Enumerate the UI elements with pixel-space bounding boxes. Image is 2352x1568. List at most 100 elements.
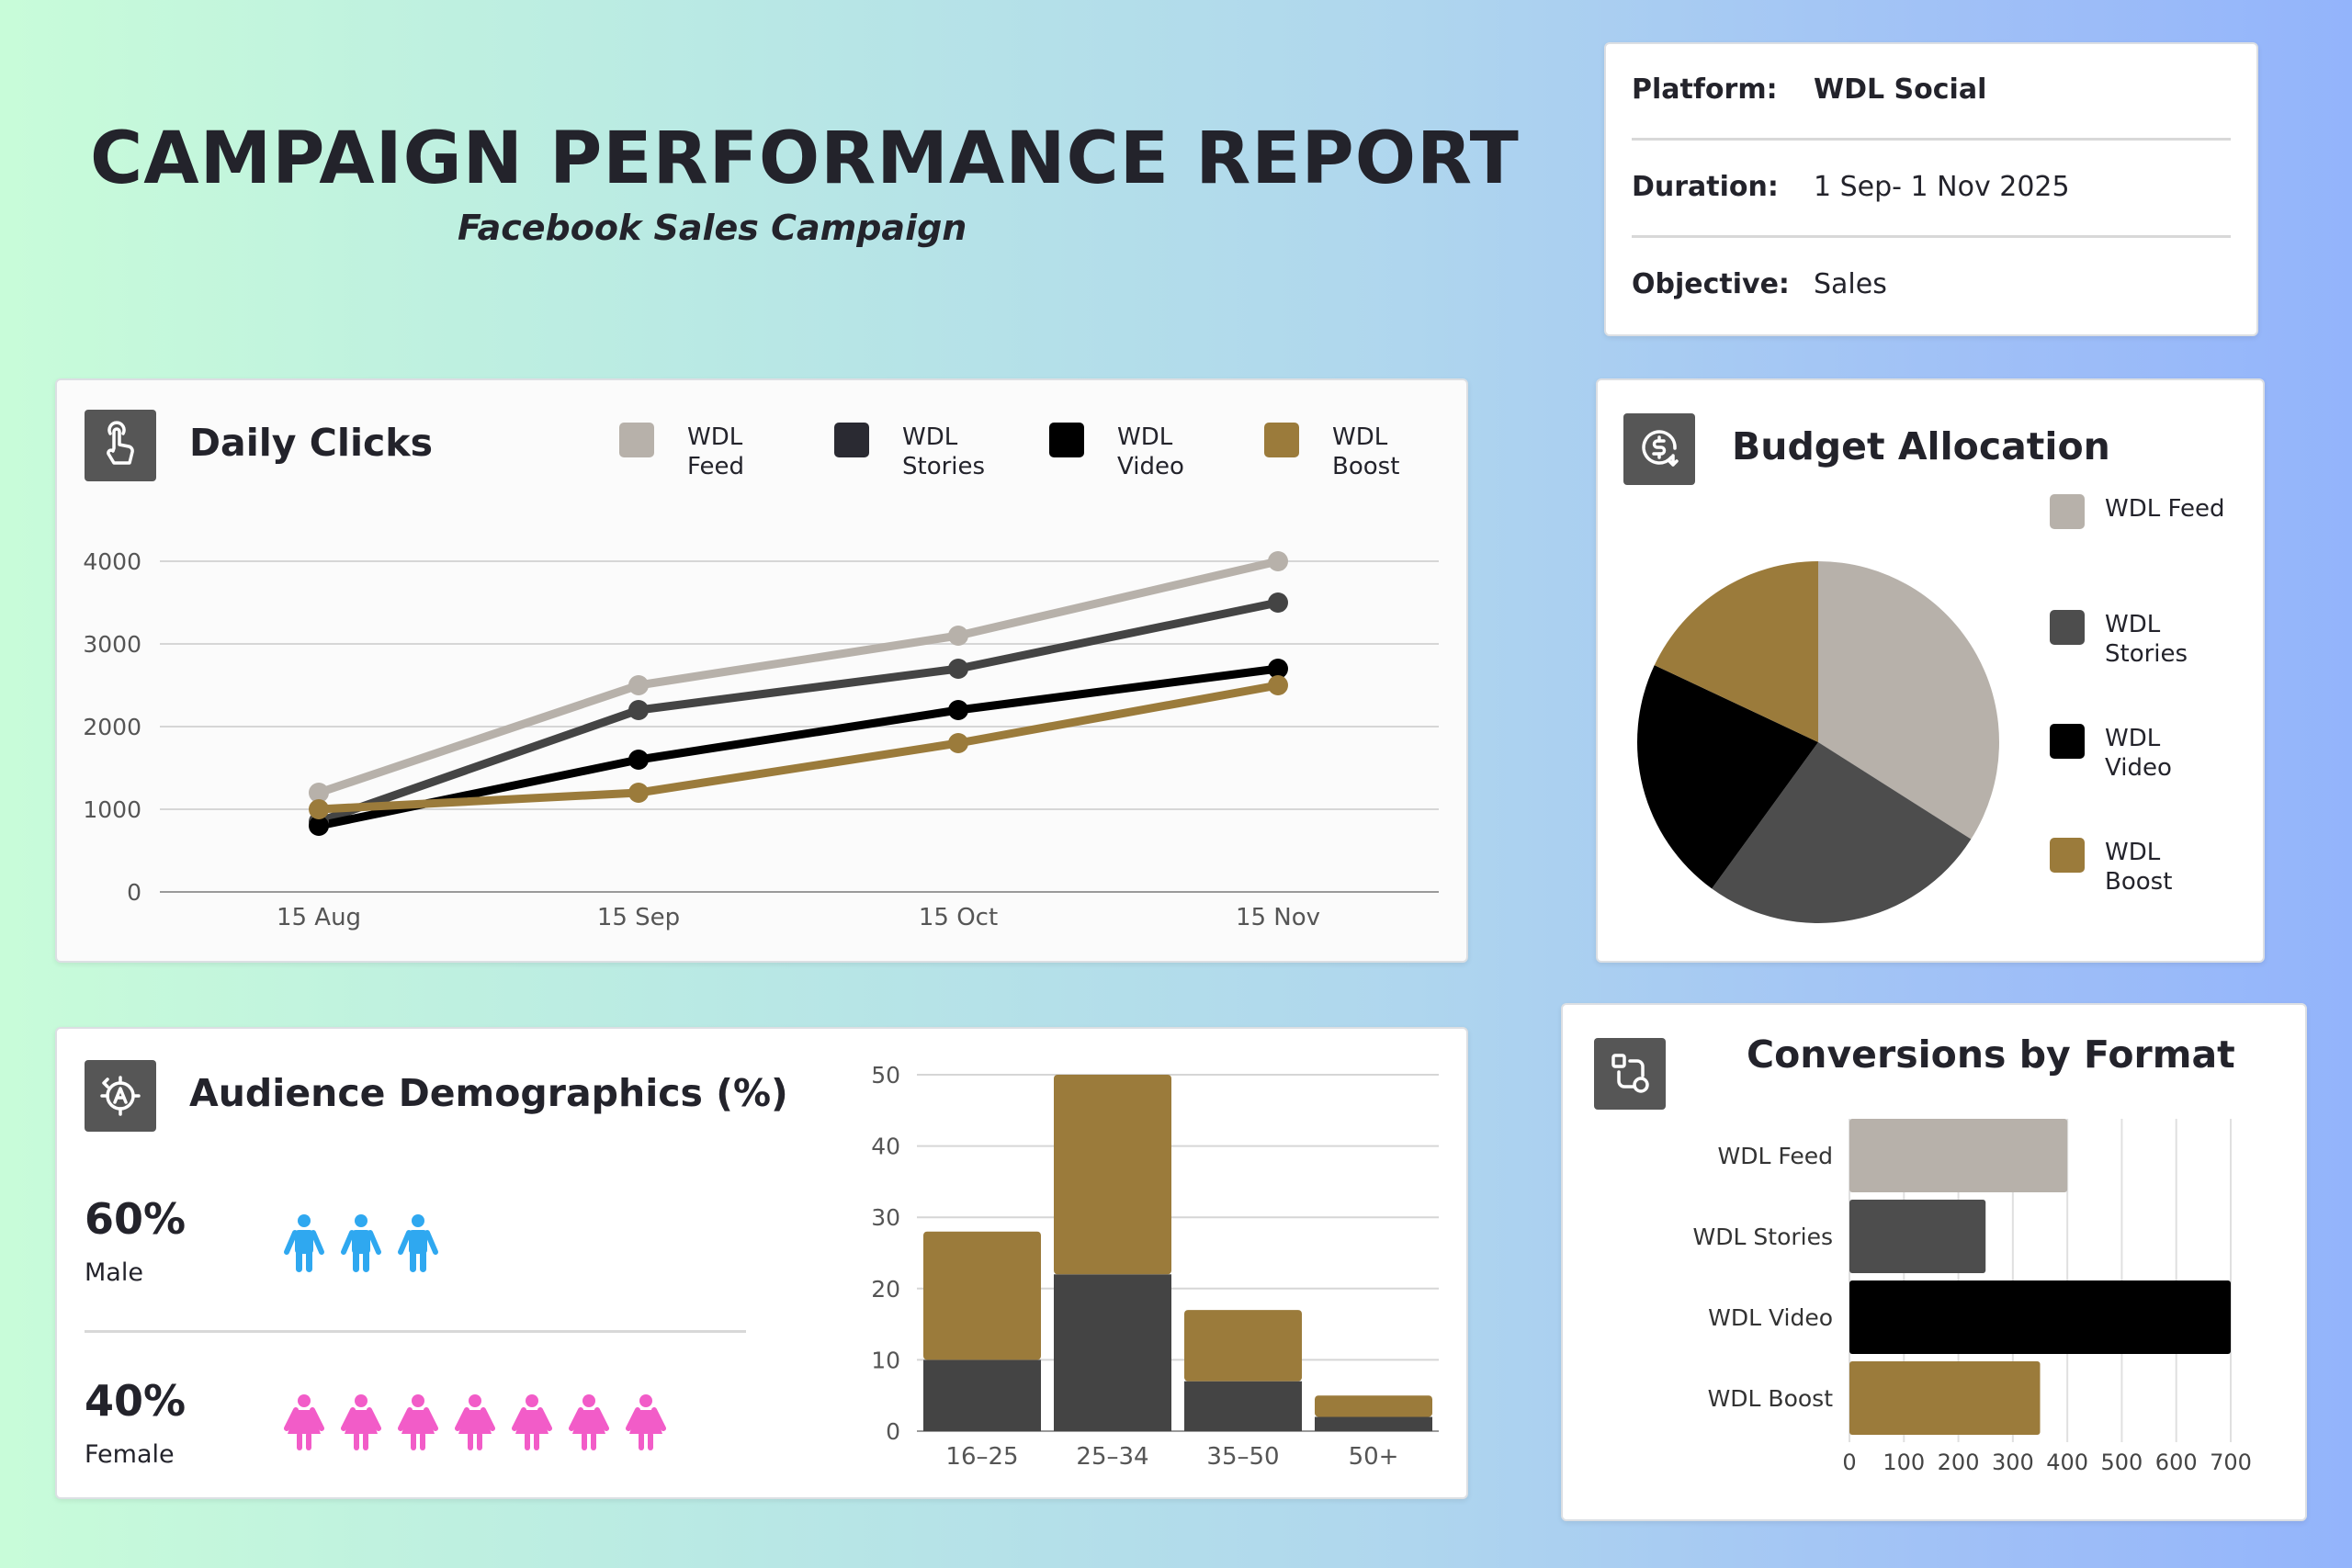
data-point-wdl-feed — [1268, 551, 1288, 571]
x-tick-label: 50+ — [1349, 1443, 1399, 1471]
conversions-bar-chart: 0 100 200 300 400 500 600 700 WDL Feed WDL Storie… — [1693, 1119, 2252, 1475]
data-point-wdl-boost — [1268, 675, 1288, 695]
pie-slice-wdl-boost — [1654, 561, 1818, 742]
legend-label: WDL Stories — [2105, 611, 2188, 668]
platform-label: Platform: — [1632, 73, 1778, 106]
pie-slice-wdl-feed — [1818, 561, 1999, 840]
data-point-wdl-stories — [628, 700, 649, 720]
x-tick-label: 700 — [2210, 1450, 2252, 1475]
audience-icon — [85, 1060, 156, 1132]
data-point-wdl-stories — [1268, 592, 1288, 613]
data-point-wdl-boost — [948, 733, 968, 753]
series-line-wdl-stories — [317, 598, 1279, 826]
bar-wdl-video — [1849, 1280, 2231, 1354]
bar-top-16-25 — [923, 1231, 1041, 1360]
series-line-wdl-feed — [317, 557, 1280, 797]
legend-label: WDL Feed — [2105, 495, 2225, 523]
y-tick-label: WDL Feed — [1718, 1143, 1834, 1169]
pie-slice-wdl-stories — [1712, 742, 1972, 923]
bar-wdl-boost — [1849, 1361, 2041, 1435]
daily-clicks-title: Daily Clicks — [189, 421, 433, 465]
x-tick-label: 25–34 — [1076, 1443, 1148, 1471]
budget-legend-wdl-video: WDL Video — [2050, 724, 2172, 783]
clicks-legend-wdl-video: WDL Video — [1049, 423, 1184, 481]
x-tick-label: 15 Sep — [597, 904, 680, 931]
x-tick-label: 15 Oct — [919, 904, 998, 931]
female-person-icon — [395, 1380, 441, 1472]
data-point-wdl-feed — [948, 626, 968, 646]
report-subtitle: Facebook Sales Campaign — [458, 208, 967, 248]
legend-swatch — [2050, 610, 2085, 645]
y-tick-label: 0 — [886, 1418, 900, 1445]
demographics-card: Audience Demographics (%) 60% Male 40% F… — [55, 1027, 1468, 1499]
male-person-icon — [395, 1200, 441, 1292]
clicks-legend-wdl-stories: WDL Stories — [834, 423, 985, 481]
legend-swatch — [834, 423, 869, 457]
bar-base-16-25 — [923, 1359, 1041, 1431]
female-person-icon — [281, 1380, 327, 1472]
female-person-icon — [338, 1380, 384, 1472]
y-tick-label: WDL Stories — [1693, 1224, 1833, 1250]
conversions-card: Conversions by Format 0 100 200 300 400 500 60… — [1561, 1003, 2307, 1521]
legend-swatch — [2050, 724, 2085, 759]
objective-value: Sales — [1814, 268, 1887, 300]
data-point-wdl-boost — [309, 799, 329, 819]
y-tick-label: 50 — [871, 1062, 900, 1089]
x-tick-label: 300 — [1992, 1450, 2034, 1475]
legend-label: WDL Feed — [687, 423, 745, 480]
female-person-icon — [509, 1380, 555, 1472]
x-tick-label: 200 — [1938, 1450, 1980, 1475]
data-point-wdl-feed — [628, 675, 649, 695]
divider — [85, 1330, 746, 1333]
y-tick-label: 20 — [871, 1276, 900, 1303]
daily-clicks-card: Daily Clicks WDL Feed WDL Stories WDL Vide… — [55, 378, 1468, 963]
data-point-wdl-video — [309, 816, 329, 836]
y-tick-label: 0 — [127, 879, 141, 906]
legend-label: WDL Boost — [2105, 839, 2173, 896]
duration-label: Duration: — [1632, 171, 1779, 203]
data-point-wdl-feed — [309, 783, 329, 803]
data-point-wdl-video — [948, 700, 968, 720]
objective-label: Objective: — [1632, 268, 1790, 300]
budget-card: Budget Allocation WDL Feed WDL Stories WDL… — [1596, 378, 2265, 963]
bar-base-50 — [1315, 1416, 1432, 1431]
bar-top-50 — [1315, 1395, 1432, 1417]
divider — [1632, 138, 2231, 141]
budget-legend-wdl-feed: WDL Feed — [2050, 494, 2225, 529]
legend-label: WDL Stories — [902, 423, 986, 480]
data-point-wdl-video — [628, 750, 649, 770]
legend-swatch — [1049, 423, 1084, 457]
female-icon-row — [281, 1380, 669, 1472]
series-line-wdl-boost — [318, 681, 1279, 814]
female-percentage: 40% — [85, 1376, 187, 1426]
legend-label: WDL Video — [1117, 423, 1184, 480]
female-person-icon — [452, 1380, 498, 1472]
y-tick-label: WDL Boost — [1708, 1385, 1834, 1412]
legend-label: WDL Video — [2105, 725, 2172, 782]
daily-clicks-chart: 0 1000 2000 3000 4000 15 Aug 15 Sep 15 Oct 15 No… — [83, 548, 1439, 931]
budget-legend-wdl-boost: WDL Boost — [2050, 838, 2172, 897]
report-title: CAMPAIGN PERFORMANCE REPORT — [90, 118, 1520, 200]
legend-swatch — [2050, 494, 2085, 529]
age-bar-chart: 0 10 20 30 40 50 16–25 25–34 35–50 50+ — [871, 1062, 1439, 1471]
legend-swatch — [619, 423, 654, 457]
bar-base-35-50 — [1184, 1381, 1302, 1431]
male-label: Male — [85, 1258, 143, 1287]
data-point-wdl-stories — [948, 659, 968, 679]
platform-value: WDL Social — [1814, 73, 1987, 106]
bar-wdl-stories — [1849, 1200, 1986, 1273]
budget-pie-chart — [1637, 561, 1999, 923]
clicks-legend-wdl-feed: WDL Feed — [619, 423, 744, 481]
female-person-icon — [623, 1380, 669, 1472]
x-tick-label: 100 — [1883, 1450, 1925, 1475]
bar-top-35-50 — [1184, 1310, 1302, 1382]
legend-swatch — [2050, 838, 2085, 873]
x-tick-label: 500 — [2101, 1450, 2143, 1475]
duration-value: 1 Sep- 1 Nov 2025 — [1814, 171, 2070, 203]
clicks-legend-wdl-boost: WDL Boost — [1264, 423, 1399, 481]
flow-icon — [1594, 1038, 1666, 1110]
campaign-info-card: Platform: WDL Social Duration: 1 Sep- 1 … — [1604, 42, 2258, 336]
y-tick-label: 10 — [871, 1347, 900, 1373]
conversions-title: Conversions by Format — [1747, 1032, 2235, 1077]
demographics-title: Audience Demographics (%) — [189, 1071, 788, 1115]
